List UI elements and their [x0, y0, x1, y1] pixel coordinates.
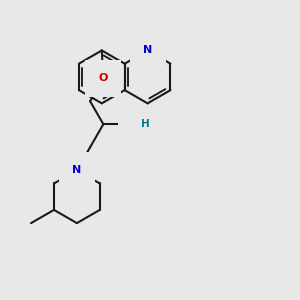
Text: H: H: [141, 119, 150, 129]
Text: O: O: [131, 119, 141, 129]
Text: O: O: [99, 73, 108, 83]
Text: N: N: [72, 165, 82, 175]
Text: N: N: [143, 46, 152, 56]
